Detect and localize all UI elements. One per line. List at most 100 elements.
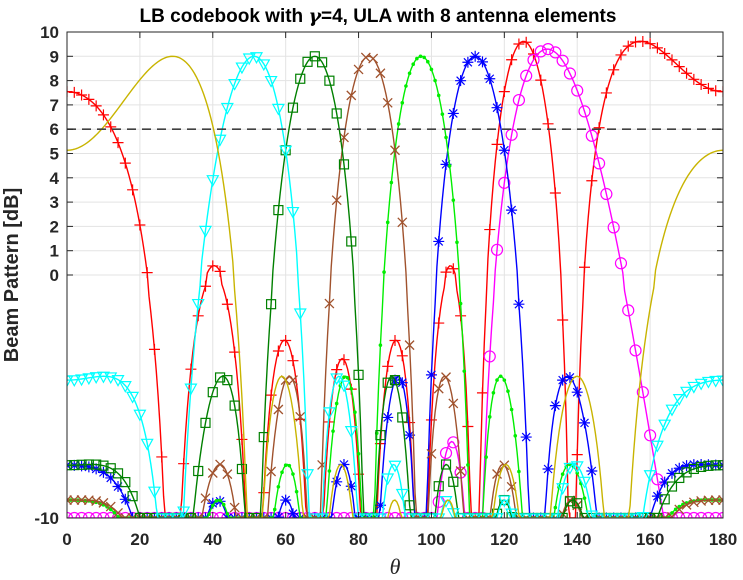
data-point-beam-7 [468, 513, 482, 518]
y-tick-label: 0 [50, 266, 59, 285]
data-point-beam-1 [156, 451, 168, 463]
data-point-beam-1 [462, 420, 474, 432]
data-point-beam-1 [207, 260, 219, 272]
data-point-beam-7 [242, 53, 256, 66]
data-point-beam-7 [330, 373, 344, 386]
data-point-beam-1 [382, 360, 394, 372]
data-point-beam-4 [455, 240, 459, 245]
data-point-beam-4 [484, 455, 488, 459]
data-point-beam-6 [703, 460, 714, 471]
data-point-beam-7 [570, 461, 584, 474]
data-point-beam-4 [553, 505, 558, 510]
data-point-beam-4 [378, 343, 383, 347]
y-tick-label: 4 [50, 169, 60, 188]
data-point-beam-2 [527, 53, 540, 67]
data-point-beam-2 [614, 257, 628, 270]
data-point-beam-7 [213, 134, 227, 147]
data-point-beam-4 [112, 510, 117, 515]
data-point-beam-3 [702, 459, 714, 471]
data-point-beam-6 [83, 459, 94, 470]
data-point-beam-7 [126, 391, 140, 404]
data-point-beam-4 [382, 270, 386, 274]
data-point-beam-1 [571, 449, 583, 461]
data-point-beam-1 [673, 61, 685, 73]
data-point-beam-3 [506, 204, 518, 216]
data-point-beam-2 [709, 511, 722, 518]
data-point-beam-6 [69, 459, 80, 471]
data-point-beam-4 [487, 415, 492, 419]
data-point-beam-3 [76, 460, 88, 472]
data-point-beam-4 [225, 512, 230, 516]
x-tick-label: 60 [276, 530, 295, 549]
data-point-beam-7 [118, 381, 132, 393]
data-point-beam-1 [710, 85, 722, 97]
data-point-beam-2 [68, 511, 81, 518]
data-point-beam-1 [586, 175, 598, 187]
data-point-beam-4 [331, 429, 335, 433]
data-point-beam-3 [673, 462, 685, 474]
data-point-beam-1 [389, 334, 401, 346]
data-point-beam-2 [534, 45, 547, 58]
x-tick-label: 160 [636, 530, 664, 549]
data-point-beam-7 [337, 380, 351, 393]
data-point-beam-4 [418, 54, 423, 59]
data-point-beam-2 [483, 350, 496, 363]
data-point-beam-6 [287, 102, 299, 113]
data-point-beam-5 [382, 97, 393, 108]
data-point-beam-5 [375, 68, 386, 79]
data-point-beam-2 [687, 511, 700, 518]
data-point-beam-1 [666, 54, 678, 66]
data-point-beam-7 [191, 298, 205, 311]
data-point-beam-4 [349, 386, 354, 391]
data-point-beam-1 [265, 389, 277, 401]
data-point-beam-5 [368, 53, 379, 64]
data-point-beam-4 [272, 507, 277, 512]
data-point-beam-7 [526, 513, 541, 518]
data-point-beam-2 [556, 54, 569, 67]
y-tick-label: 5 [50, 145, 59, 164]
data-point-beam-1 [214, 265, 226, 277]
data-point-beam-2 [82, 511, 95, 518]
data-point-beam-7 [629, 513, 643, 518]
data-point-beam-4 [436, 93, 441, 98]
data-point-beam-5 [207, 468, 218, 478]
data-point-beam-4 [506, 389, 510, 393]
series-line-beam-7 [67, 55, 723, 518]
data-point-beam-3 [476, 56, 488, 68]
data-point-beam-7 [147, 486, 161, 499]
data-point-beam-6 [251, 512, 262, 518]
data-point-beam-5 [120, 513, 131, 518]
y-tick-label: 8 [50, 72, 59, 91]
data-point-beam-4 [385, 220, 390, 225]
data-point-beam-7 [577, 476, 592, 489]
x-tick-label: 180 [709, 530, 737, 549]
data-point-beam-2 [600, 187, 613, 201]
data-point-beam-2 [498, 176, 511, 189]
data-point-beam-1 [498, 86, 510, 98]
data-point-beam-4 [214, 498, 219, 503]
data-point-beam-7 [534, 513, 548, 518]
x-axis-label: θ [390, 554, 401, 579]
data-point-beam-5 [113, 507, 123, 518]
data-point-beam-6 [222, 375, 233, 386]
data-point-beam-7 [672, 394, 686, 406]
data-point-beam-7 [198, 225, 213, 238]
data-point-beam-2 [563, 67, 577, 80]
data-point-beam-4 [342, 375, 346, 379]
data-point-beam-7 [67, 375, 81, 388]
data-point-beam-1 [192, 310, 204, 322]
data-point-beam-7 [344, 426, 358, 438]
data-point-beam-4 [276, 484, 281, 489]
data-point-beam-1 [141, 267, 153, 279]
data-point-beam-6 [76, 459, 87, 470]
data-point-beam-1 [221, 298, 233, 310]
data-point-beam-6 [397, 412, 408, 423]
data-point-beam-1 [608, 64, 620, 76]
data-point-beam-3 [549, 400, 561, 412]
data-point-beam-7 [454, 513, 468, 518]
data-point-beam-3 [586, 465, 598, 477]
data-point-beam-3 [520, 431, 532, 443]
data-point-beam-5 [91, 496, 102, 506]
data-point-beam-6 [295, 73, 306, 84]
